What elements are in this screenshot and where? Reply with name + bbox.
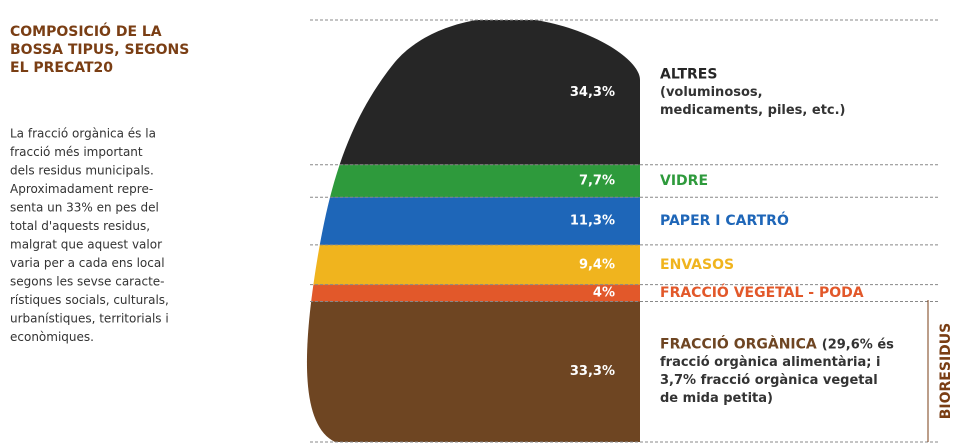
legend-label: ALTRES — [660, 66, 717, 82]
intro-line: dels residus municipals. — [10, 164, 154, 178]
intro-line: segons les sevse caracte- — [10, 275, 165, 289]
segment-note: medicaments, piles, etc.) — [660, 103, 846, 118]
intro-text: La fracció orgànica és la fracció més imp… — [10, 127, 169, 345]
value-label: 34,3% — [570, 85, 615, 100]
intro-line: econòmiques. — [10, 330, 94, 344]
legend-label: ENVASOS — [660, 257, 734, 273]
legend-label: PAPER I CARTRÓ — [660, 211, 789, 229]
value-label: 7,7% — [579, 173, 615, 188]
intro-line: varia per a cada ens local — [10, 256, 165, 270]
intro-line: total d'aquests residus, — [10, 219, 150, 233]
segment-name: ALTRES — [660, 66, 717, 82]
value-label: 11,3% — [570, 214, 615, 229]
segment-name: FRACCIÓ ORGÀNICA (29,6% és — [660, 335, 894, 353]
intro-line: malgrat que aquest valor — [10, 238, 162, 252]
bag-segment — [290, 285, 640, 302]
group-label: BIORESIDUS — [938, 323, 954, 420]
infographic: COMPOSICIÓ DE LA BOSSA TIPUS, SEGONS EL … — [0, 0, 964, 445]
segment-name: ENVASOS — [660, 257, 734, 273]
title-line: COMPOSICIÓ DE LA — [10, 22, 162, 40]
segment-name: VIDRE — [660, 173, 708, 189]
legend-label: FRACCIÓ VEGETAL - PODA — [660, 283, 864, 301]
intro-line: Aproximadament repre- — [10, 182, 153, 196]
segment-note: (voluminosos, — [660, 85, 763, 100]
segment-note: de mida petita) — [660, 391, 773, 406]
value-label: 4% — [593, 286, 615, 301]
intro-line: urbanístiques, territorials i — [10, 312, 169, 326]
legend-label: FRACCIÓ ORGÀNICA — [660, 335, 817, 353]
title-line: BOSSA TIPUS, SEGONS — [10, 42, 189, 58]
segment-name: PAPER I CARTRÓ — [660, 211, 789, 229]
intro-line: senta un 33% en pes del — [10, 201, 159, 215]
value-label: 9,4% — [579, 257, 615, 272]
intro-line: fracció més important — [10, 145, 143, 159]
segment-name: FRACCIÓ VEGETAL - PODA — [660, 283, 864, 301]
segment-note: (29,6% és — [822, 337, 894, 352]
legend-label: VIDRE — [660, 173, 708, 189]
title-line: EL PRECAT20 — [10, 60, 113, 76]
segment-note: 3,7% fracció orgànica vegetal — [660, 373, 878, 388]
intro-line: rístiques socials, culturals, — [10, 293, 169, 307]
segment-note: fracció orgànica alimentària; i — [660, 355, 880, 370]
intro-line: La fracció orgànica és la — [10, 127, 156, 141]
value-label: 33,3% — [570, 364, 615, 379]
